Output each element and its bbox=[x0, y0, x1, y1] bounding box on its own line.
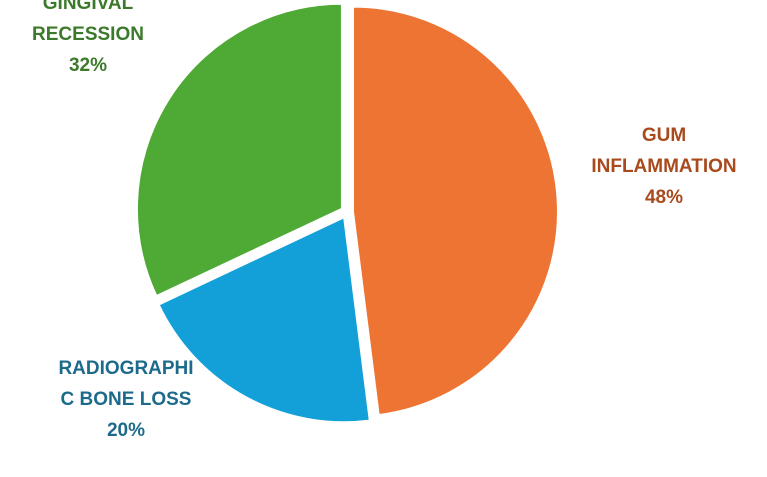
slice-label-1: RADIOGRAPHI C BONE LOSS 20% bbox=[58, 358, 193, 441]
slice-value-label: 32% bbox=[69, 55, 107, 76]
slice-label-2: GINGIVAL RECESSION 32% bbox=[32, 0, 144, 76]
slice-category-label: GINGIVAL bbox=[43, 0, 134, 14]
pie-slice-1 bbox=[157, 215, 371, 424]
pie-slices bbox=[135, 2, 559, 424]
slice-label-0: GUM INFLAMMATION 48% bbox=[591, 125, 736, 208]
pie-slice-2 bbox=[135, 2, 343, 298]
slice-value-label: 20% bbox=[107, 420, 145, 441]
slice-category-label: RECESSION bbox=[32, 24, 144, 45]
slice-category-label: RADIOGRAPHI bbox=[58, 358, 193, 379]
slice-category-label: GUM bbox=[642, 125, 686, 146]
pie-slice-0 bbox=[351, 5, 559, 417]
slice-category-label: C BONE LOSS bbox=[61, 389, 192, 410]
pie-labels: GUM INFLAMMATION 48% RADIOGRAPHI C BONE LOSS… bbox=[32, 0, 737, 441]
slice-category-label: INFLAMMATION bbox=[591, 156, 736, 177]
slice-value-label: 48% bbox=[645, 187, 683, 208]
